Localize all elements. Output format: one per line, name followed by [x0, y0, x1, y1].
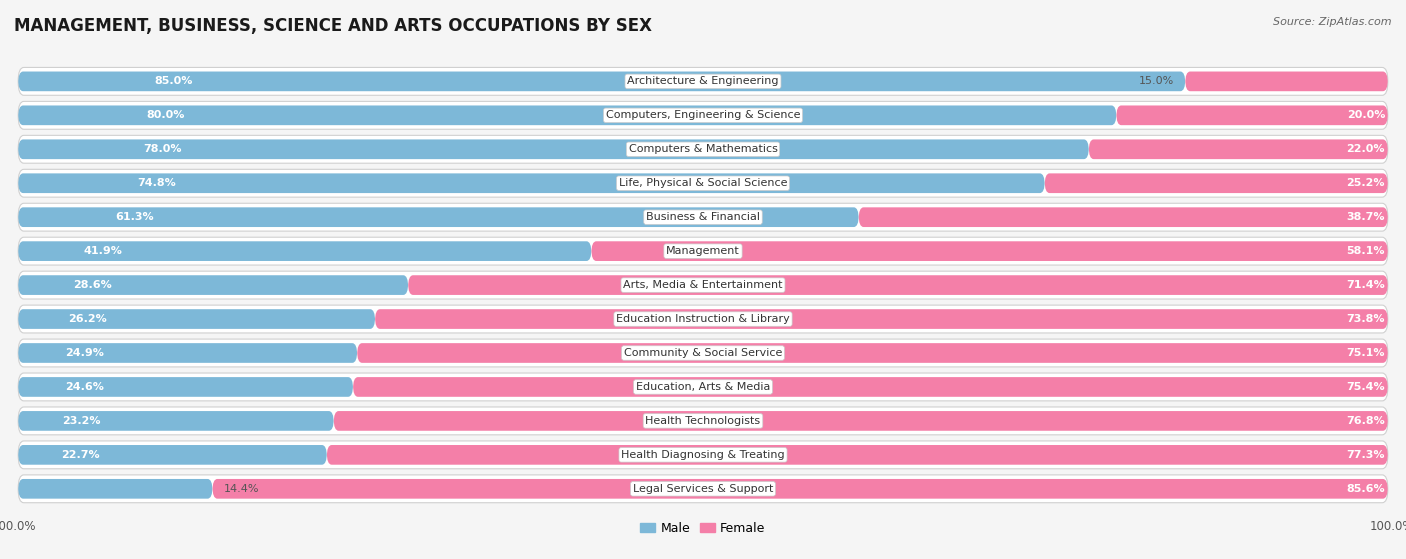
FancyBboxPatch shape — [18, 101, 1388, 129]
Text: 85.6%: 85.6% — [1347, 484, 1385, 494]
FancyBboxPatch shape — [18, 275, 408, 295]
Text: Architecture & Engineering: Architecture & Engineering — [627, 77, 779, 87]
FancyBboxPatch shape — [18, 72, 1185, 91]
FancyBboxPatch shape — [18, 479, 212, 499]
FancyBboxPatch shape — [18, 203, 1388, 231]
FancyBboxPatch shape — [18, 343, 357, 363]
FancyBboxPatch shape — [18, 237, 1388, 265]
Text: 28.6%: 28.6% — [73, 280, 112, 290]
FancyBboxPatch shape — [375, 309, 1388, 329]
Text: 38.7%: 38.7% — [1347, 212, 1385, 222]
Text: Legal Services & Support: Legal Services & Support — [633, 484, 773, 494]
Text: Community & Social Service: Community & Social Service — [624, 348, 782, 358]
FancyBboxPatch shape — [18, 441, 1388, 469]
Text: 74.8%: 74.8% — [138, 178, 177, 188]
Text: 76.8%: 76.8% — [1347, 416, 1385, 426]
Text: 85.0%: 85.0% — [155, 77, 193, 87]
Text: Life, Physical & Social Science: Life, Physical & Social Science — [619, 178, 787, 188]
FancyBboxPatch shape — [18, 139, 1088, 159]
Text: 25.2%: 25.2% — [1347, 178, 1385, 188]
FancyBboxPatch shape — [18, 407, 1388, 435]
Text: Source: ZipAtlas.com: Source: ZipAtlas.com — [1274, 17, 1392, 27]
Text: 75.1%: 75.1% — [1347, 348, 1385, 358]
Text: 24.6%: 24.6% — [65, 382, 104, 392]
Text: 22.0%: 22.0% — [1347, 144, 1385, 154]
Text: 23.2%: 23.2% — [62, 416, 100, 426]
Text: 41.9%: 41.9% — [83, 246, 122, 256]
FancyBboxPatch shape — [18, 373, 1388, 401]
FancyBboxPatch shape — [1116, 106, 1388, 125]
FancyBboxPatch shape — [18, 135, 1388, 163]
FancyBboxPatch shape — [18, 475, 1388, 503]
FancyBboxPatch shape — [18, 241, 592, 261]
Text: Education Instruction & Library: Education Instruction & Library — [616, 314, 790, 324]
FancyBboxPatch shape — [18, 305, 1388, 333]
Text: Health Technologists: Health Technologists — [645, 416, 761, 426]
Text: Health Diagnosing & Treating: Health Diagnosing & Treating — [621, 450, 785, 460]
FancyBboxPatch shape — [18, 377, 353, 397]
FancyBboxPatch shape — [333, 411, 1388, 431]
FancyBboxPatch shape — [18, 169, 1388, 197]
Text: 20.0%: 20.0% — [1347, 110, 1385, 120]
FancyBboxPatch shape — [18, 339, 1388, 367]
FancyBboxPatch shape — [18, 271, 1388, 299]
Text: 71.4%: 71.4% — [1347, 280, 1385, 290]
Legend: Male, Female: Male, Female — [636, 517, 770, 540]
Text: 26.2%: 26.2% — [69, 314, 107, 324]
Text: 80.0%: 80.0% — [146, 110, 184, 120]
FancyBboxPatch shape — [353, 377, 1388, 397]
FancyBboxPatch shape — [18, 445, 326, 465]
Text: Management: Management — [666, 246, 740, 256]
Text: 24.9%: 24.9% — [66, 348, 104, 358]
FancyBboxPatch shape — [1185, 72, 1388, 91]
Text: 15.0%: 15.0% — [1139, 77, 1174, 87]
Text: 58.1%: 58.1% — [1347, 246, 1385, 256]
Text: 14.4%: 14.4% — [224, 484, 259, 494]
FancyBboxPatch shape — [1045, 173, 1388, 193]
FancyBboxPatch shape — [408, 275, 1388, 295]
Text: Education, Arts & Media: Education, Arts & Media — [636, 382, 770, 392]
Text: Computers & Mathematics: Computers & Mathematics — [628, 144, 778, 154]
Text: Computers, Engineering & Science: Computers, Engineering & Science — [606, 110, 800, 120]
FancyBboxPatch shape — [859, 207, 1388, 227]
FancyBboxPatch shape — [326, 445, 1388, 465]
Text: 73.8%: 73.8% — [1347, 314, 1385, 324]
Text: 77.3%: 77.3% — [1347, 450, 1385, 460]
FancyBboxPatch shape — [18, 68, 1388, 95]
FancyBboxPatch shape — [18, 309, 375, 329]
Text: MANAGEMENT, BUSINESS, SCIENCE AND ARTS OCCUPATIONS BY SEX: MANAGEMENT, BUSINESS, SCIENCE AND ARTS O… — [14, 17, 652, 35]
FancyBboxPatch shape — [1088, 139, 1388, 159]
FancyBboxPatch shape — [18, 106, 1116, 125]
Text: 75.4%: 75.4% — [1347, 382, 1385, 392]
Text: 61.3%: 61.3% — [115, 212, 155, 222]
FancyBboxPatch shape — [18, 411, 333, 431]
Text: 78.0%: 78.0% — [143, 144, 181, 154]
FancyBboxPatch shape — [18, 207, 859, 227]
FancyBboxPatch shape — [357, 343, 1388, 363]
FancyBboxPatch shape — [212, 479, 1388, 499]
Text: 22.7%: 22.7% — [60, 450, 100, 460]
FancyBboxPatch shape — [592, 241, 1388, 261]
Text: Arts, Media & Entertainment: Arts, Media & Entertainment — [623, 280, 783, 290]
Text: Business & Financial: Business & Financial — [645, 212, 761, 222]
FancyBboxPatch shape — [18, 173, 1045, 193]
